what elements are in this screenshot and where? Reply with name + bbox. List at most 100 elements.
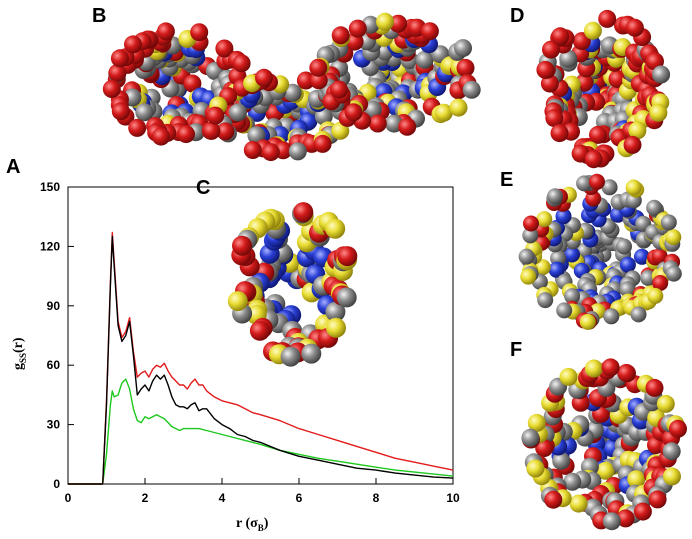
yellow-atom [647,287,664,304]
red-atom [309,71,328,90]
gray-atom [559,49,578,68]
red-atom [156,22,175,41]
blue-atom [548,261,565,278]
micelle-rendering-f [521,358,687,531]
red-atom [344,103,363,122]
series-line-1 [68,231,454,485]
y-axis: 0 30 60 90 120 150 [40,180,74,491]
gray-atom [662,442,681,461]
yellow-atom [449,98,468,117]
red-atom [544,490,563,509]
red-atom [216,122,235,141]
gray-atom [325,301,346,322]
red-atom [249,320,270,341]
gray-atom [462,80,481,99]
micelle-rendering-e [518,173,682,330]
gray-atom [336,287,357,308]
red-atom [111,102,130,121]
gray-atom [603,308,620,325]
micelle-rendering-d [536,9,671,169]
yellow-atom [326,317,346,338]
red-atom [398,117,417,136]
red-atom [313,134,332,153]
red-atom [598,9,617,28]
red-atom [243,141,262,159]
gray-atom [415,50,434,69]
y-tick-label: 150 [40,180,60,194]
yellow-atom [520,268,537,285]
blue-atom [633,248,650,265]
yellow-atom [579,313,596,330]
blue-atom [564,246,580,263]
red-atom [551,27,570,46]
blue-atom [555,208,572,225]
red-atom [232,54,251,73]
red-atom [309,58,328,77]
gray-atom [556,302,573,319]
red-atom [110,49,129,68]
red-atom [261,143,280,162]
x-tick-label: 10 [446,491,460,505]
yellow-atom [526,459,545,478]
panel-label-a: A [6,156,20,178]
red-atom [617,364,636,382]
panel-label-d: D [510,5,524,27]
yellow-atom [628,121,647,140]
gray-atom [301,343,322,364]
red-atom [648,490,667,509]
red-atom [215,39,234,58]
red-atom [348,19,367,38]
red-atom [550,124,569,143]
gray-atom [280,346,301,367]
gray-atom [521,428,540,447]
red-atom [669,419,687,438]
yellow-atom [663,467,681,486]
x-tick-label: 2 [142,491,149,505]
panel-label-e: E [500,169,513,191]
x-axis: 0 2 4 6 8 10 [65,478,460,505]
panel-label-c: C [196,177,210,199]
yellow-atom [627,470,646,489]
red-atom [177,125,195,144]
red-atom [589,125,607,144]
gray-atom [563,472,582,491]
series-line-2 [68,378,454,485]
red-atom [183,74,202,93]
yellow-atom [596,461,615,480]
micelle-rendering-c [227,202,358,367]
yellow-atom [536,211,553,228]
yellow-atom [534,259,551,276]
gray-atom [229,103,247,122]
red-atom [645,378,664,397]
gray-atom [283,83,302,102]
gray-atom [288,142,307,161]
x-tick-label: 8 [373,491,380,505]
y-tick-label: 0 [53,477,60,491]
red-atom [337,246,358,267]
x-tick-label: 0 [65,491,72,505]
yellow-atom [665,229,682,246]
plot-frame [67,186,454,485]
gray-atom [518,248,535,265]
red-atom [128,118,147,137]
red-atom [368,114,387,133]
yellow-atom [649,103,668,122]
red-atom [601,358,620,377]
red-atom [152,127,170,146]
gray-atom [564,288,581,305]
red-atom [102,80,121,98]
red-atom [108,63,127,82]
yellow-atom [656,394,675,413]
gray-atom [552,451,571,470]
series-line-0 [68,235,454,485]
gray-atom [363,100,382,119]
yellow-atom [227,291,248,312]
red-atom [124,35,142,54]
red-atom [589,173,605,190]
gray-atom [619,281,636,298]
gray-atom [522,227,539,244]
red-atom [523,215,539,232]
x-tick-label: 4 [219,491,226,505]
yellow-atom [625,179,642,196]
